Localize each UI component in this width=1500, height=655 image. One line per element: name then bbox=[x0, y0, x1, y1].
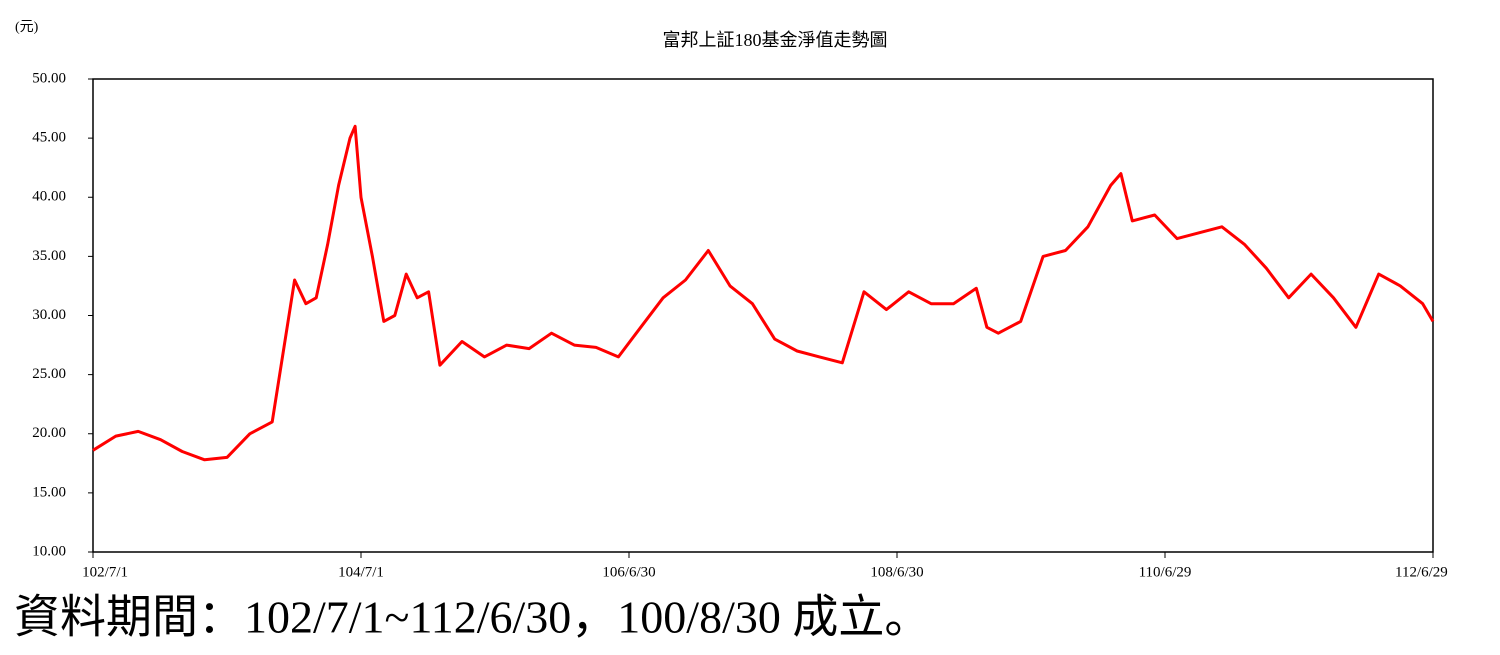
y-tick-label: 45.00 bbox=[32, 130, 66, 146]
footnote: 資料期間：102/7/1~112/6/30，100/8/30 成立。 bbox=[14, 592, 930, 643]
plot-frame bbox=[92, 78, 1434, 553]
x-tick-label: 102/7/1 bbox=[82, 564, 128, 580]
y-tick-label: 20.00 bbox=[32, 425, 66, 441]
y-tick-label: 30.00 bbox=[32, 307, 66, 323]
x-tick-label: 108/6/30 bbox=[870, 564, 923, 580]
nav-line bbox=[92, 124, 1435, 462]
y-tick-label: 35.00 bbox=[32, 248, 66, 264]
x-tick-label: 104/7/1 bbox=[338, 564, 384, 580]
x-tick-label: 106/6/30 bbox=[602, 564, 655, 580]
y-tick-label: 25.00 bbox=[32, 366, 66, 382]
chart-title: 富邦上証180基金淨值走勢圖 bbox=[663, 30, 888, 50]
y-unit: (元) bbox=[15, 20, 39, 35]
x-tick-label: 110/6/29 bbox=[1139, 564, 1192, 580]
x-tick-label: 112/6/29 bbox=[1395, 564, 1448, 580]
y-tick-label: 50.00 bbox=[32, 70, 66, 86]
y-tick-label: 15.00 bbox=[32, 484, 66, 500]
y-tick-label: 10.00 bbox=[32, 543, 66, 559]
y-tick-label: 40.00 bbox=[32, 189, 66, 205]
